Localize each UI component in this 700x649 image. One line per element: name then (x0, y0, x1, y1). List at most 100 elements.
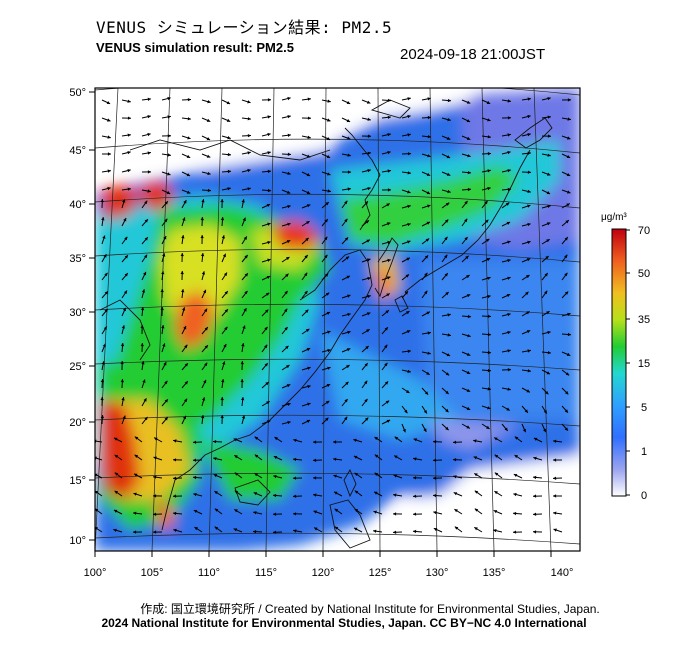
wind-arrow-head (564, 237, 568, 241)
wind-arrow-head (247, 100, 251, 104)
wind-arrow-head (445, 426, 449, 431)
wind-arrow-head (244, 273, 248, 277)
wind-arrow-head (167, 153, 171, 157)
wind-arrow-head (207, 188, 211, 193)
wind-arrow-head (204, 327, 208, 331)
lon-tick-label: 135° (483, 567, 506, 579)
wind-arrow-head (407, 152, 411, 156)
lon-tick-label: 110° (198, 567, 220, 579)
wind-arrow-head (473, 456, 478, 460)
wind-arrow-head (487, 276, 491, 280)
wind-arrow-head (493, 510, 498, 514)
wind-arrow-head (207, 171, 211, 176)
wind-arrow-head (514, 455, 518, 459)
wind-arrow-head (324, 273, 329, 277)
wind-arrow-head (193, 440, 197, 444)
wind-arrow-head (267, 222, 271, 226)
wind-arrow-head (147, 115, 151, 119)
wind-arrow-head (453, 492, 458, 496)
wind-arrow-head (407, 369, 411, 373)
wind-arrow-head (567, 136, 571, 140)
wind-arrow-head (162, 253, 166, 257)
wind-arrow-head (494, 472, 499, 476)
wind-arrow-head (163, 236, 167, 240)
wind-arrow-head (287, 152, 291, 156)
plot-frame (94, 87, 581, 552)
wind-arrow-head (407, 97, 411, 101)
wind-arrow-head (526, 258, 531, 262)
colorbar-tick-label: 15 (638, 358, 650, 370)
wind-arrow-head (487, 294, 491, 299)
wind-arrow-head (143, 398, 147, 402)
wind-arrow-head (293, 476, 297, 480)
axis-ticks (89, 91, 552, 557)
colorbar-tick-label: 5 (641, 402, 647, 414)
wind-arrow-head (427, 154, 431, 158)
wind-arrow-head (306, 190, 311, 194)
wind-arrow-head (253, 530, 257, 534)
lat-tick-label: 45° (69, 145, 86, 157)
wind-arrow-head (147, 170, 151, 174)
lat-tick-label: 35° (69, 253, 86, 265)
wind-arrow-head (566, 352, 571, 356)
wind-arrow-head (173, 458, 177, 462)
wind-arrow-head (241, 415, 246, 419)
wind-arrow-head (107, 169, 111, 173)
wind-arrow-head (327, 189, 331, 193)
wind-arrow-head (367, 169, 371, 173)
wind-arrow-head (444, 236, 448, 241)
wind-arrow-head (173, 528, 177, 532)
wind-arrow-head (107, 118, 111, 122)
wind-arrow-head (485, 219, 489, 223)
wind-arrow-head (445, 372, 450, 376)
wind-arrow-head (127, 116, 131, 120)
wind-arrow-head (267, 115, 271, 119)
wind-arrow-head (566, 155, 571, 158)
wind-arrow-head (304, 255, 308, 259)
wind-arrow-head (367, 258, 371, 262)
wind-arrow-head (200, 235, 204, 239)
wind-arrow-head (206, 118, 211, 122)
wind-arrow-head (387, 169, 391, 173)
wind-arrow-head (247, 168, 251, 173)
wind-arrow-head (193, 492, 197, 497)
wind-arrow-head (107, 186, 111, 191)
wind-arrow-head (293, 494, 297, 498)
wind-arrow-head (567, 332, 571, 337)
wind-arrow-head (405, 274, 409, 278)
wind-arrow-head (213, 457, 217, 461)
wind-arrow-head (527, 133, 531, 137)
wind-arrow-head (427, 135, 431, 139)
wind-arrow-head (347, 187, 351, 191)
wind-arrow-head (202, 397, 206, 401)
colorbar-gradient (611, 228, 627, 497)
wind-arrow-head (402, 428, 406, 433)
wind-arrow-head (354, 508, 359, 512)
wind-arrow-head (424, 391, 429, 395)
wind-arrow-head (273, 456, 278, 460)
wind-arrow-head (324, 236, 328, 241)
wind-arrow-head (147, 132, 151, 137)
wind-arrow-head (466, 136, 471, 140)
wind-arrow-head (324, 219, 328, 223)
wind-arrow-head (543, 428, 546, 433)
wind-arrow-head (201, 199, 205, 203)
wind-arrow-head (127, 133, 131, 137)
wind-arrow-head (284, 308, 288, 313)
wind-arrow-head (287, 204, 291, 209)
wind-arrow-head (567, 117, 571, 121)
wind-arrow-head (507, 240, 511, 244)
wind-arrow-head (120, 361, 124, 365)
wind-arrow-head (293, 512, 297, 516)
wind-arrow-head (286, 190, 291, 194)
wind-arrow-head (526, 311, 530, 315)
wind-arrow-head (564, 409, 568, 413)
wind-arrow-head (487, 169, 491, 173)
wind-arrow-head (325, 202, 329, 206)
wind-arrow-head (367, 276, 371, 281)
wind-arrow-head (224, 309, 228, 313)
wind-arrow-head (466, 425, 470, 429)
wind-arrow-head (213, 474, 218, 478)
wind-arrow-head (567, 312, 571, 316)
wind-arrow-head (384, 381, 389, 385)
